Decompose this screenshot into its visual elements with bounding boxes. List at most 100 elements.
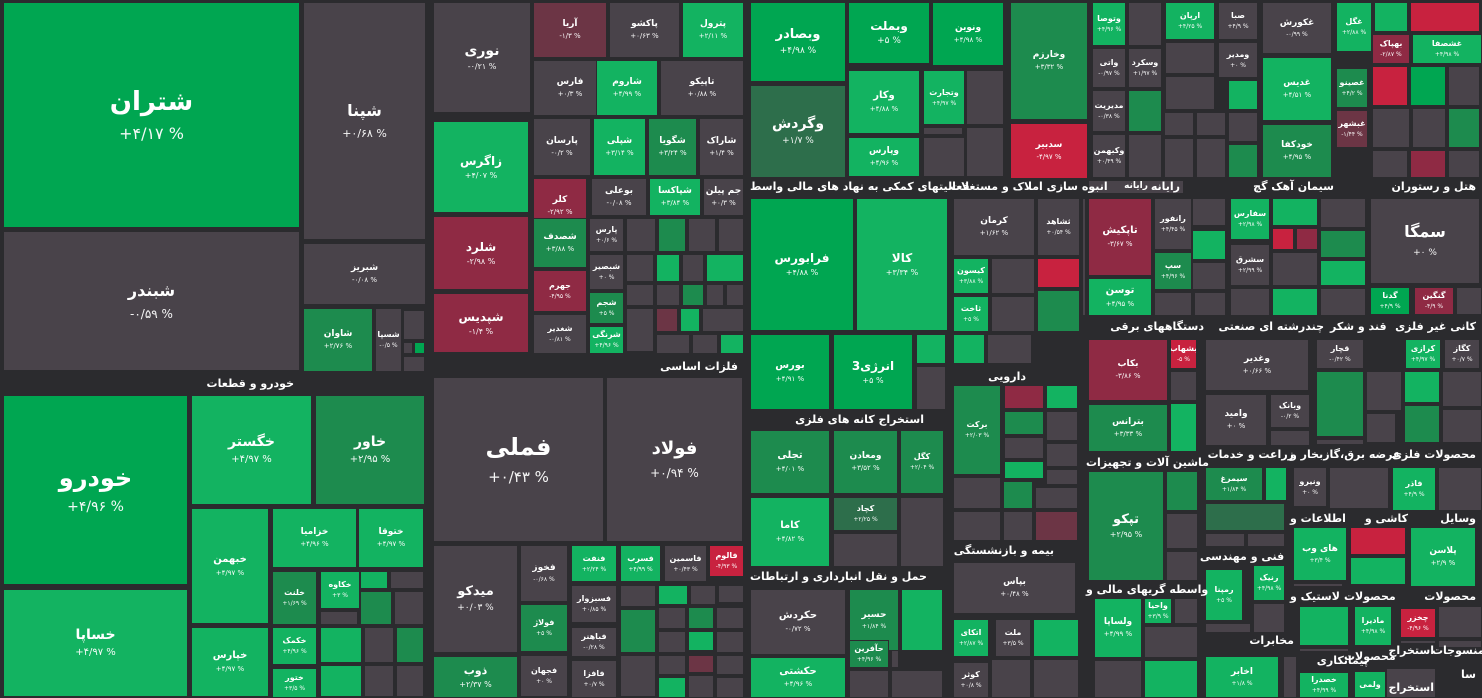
stock-tile-unlabeled[interactable] xyxy=(718,585,744,603)
stock-tile[interactable]: شبندر -۰/۵۹ % xyxy=(3,231,300,371)
stock-tile-unlabeled[interactable] xyxy=(688,675,714,698)
stock-tile-unlabeled[interactable] xyxy=(716,655,744,675)
stock-tile[interactable]: انرژی3 +۵ % xyxy=(833,334,913,410)
stock-tile-unlabeled[interactable] xyxy=(682,254,704,282)
stock-tile-unlabeled[interactable] xyxy=(656,254,680,282)
stock-tile-unlabeled[interactable] xyxy=(403,310,425,340)
stock-tile-unlabeled[interactable] xyxy=(1166,513,1198,549)
stock-tile-unlabeled[interactable] xyxy=(1320,260,1366,286)
stock-tile-unlabeled[interactable] xyxy=(849,670,889,698)
stock-tile-unlabeled[interactable] xyxy=(1442,409,1482,443)
stock-tile[interactable]: شجم +۵ % xyxy=(589,292,624,324)
stock-tile-unlabeled[interactable] xyxy=(716,607,744,629)
stock-tile-unlabeled[interactable] xyxy=(1272,288,1318,316)
stock-tile-unlabeled[interactable] xyxy=(1320,230,1366,258)
stock-tile-unlabeled[interactable] xyxy=(1144,626,1198,658)
stock-tile-unlabeled[interactable] xyxy=(966,70,1004,125)
stock-tile-unlabeled[interactable] xyxy=(1329,467,1389,509)
stock-tile[interactable]: پلاسن +۲/۹ % xyxy=(1410,527,1476,587)
stock-tile[interactable]: وپارس +۴/۹۶ % xyxy=(848,137,920,177)
stock-tile-unlabeled[interactable] xyxy=(900,497,944,567)
stock-tile-unlabeled[interactable] xyxy=(1166,471,1198,511)
stock-tile-unlabeled[interactable] xyxy=(1448,108,1480,148)
stock-tile[interactable]: کاما +۴/۸۲ % xyxy=(750,497,830,567)
stock-tile[interactable]: خساپا +۴/۹۷ % xyxy=(3,589,188,697)
stock-tile-unlabeled[interactable] xyxy=(1004,437,1044,459)
stock-tile-unlabeled[interactable] xyxy=(953,334,985,364)
stock-tile-unlabeled[interactable] xyxy=(658,631,686,653)
stock-tile[interactable]: شپلی +۳/۱۴ % xyxy=(593,118,646,176)
stock-tile[interactable]: خودکفا +۴/۹۵ % xyxy=(1262,124,1332,178)
stock-tile-unlabeled[interactable] xyxy=(1228,80,1258,110)
stock-tile-unlabeled[interactable] xyxy=(1410,66,1446,106)
stock-tile[interactable]: برکت +۲/۰۳ % xyxy=(953,385,1001,475)
stock-tile-unlabeled[interactable] xyxy=(718,218,744,252)
stock-tile[interactable]: جم پیلن +۰/۳ % xyxy=(703,178,744,216)
stock-tile[interactable]: شبصیر +۰ % xyxy=(589,254,624,290)
stock-tile-unlabeled[interactable] xyxy=(1448,66,1480,106)
stock-tile-unlabeled[interactable] xyxy=(1253,603,1285,633)
stock-tile-unlabeled[interactable] xyxy=(833,533,898,567)
stock-tile[interactable]: رمپنا +۵ % xyxy=(1205,569,1243,621)
stock-tile-unlabeled[interactable] xyxy=(1037,290,1080,332)
stock-tile[interactable]: فاسمین +۰/۴۳ % xyxy=(664,545,707,582)
stock-tile[interactable]: بهپاک -۲/۸۷ % xyxy=(1372,34,1410,64)
stock-tile-unlabeled[interactable] xyxy=(1166,551,1198,581)
stock-tile-unlabeled[interactable] xyxy=(658,655,686,675)
stock-tile-unlabeled[interactable] xyxy=(1094,660,1142,698)
stock-tile-unlabeled[interactable] xyxy=(1299,606,1349,646)
stock-tile-unlabeled[interactable] xyxy=(656,308,678,332)
stock-tile-unlabeled[interactable] xyxy=(1272,198,1318,226)
stock-tile[interactable]: فخوز -۰/۶۸ % xyxy=(520,545,568,602)
stock-tile[interactable]: کچاد +۲/۲۵ % xyxy=(833,497,898,531)
stock-tile-unlabeled[interactable] xyxy=(320,627,362,663)
stock-tile-unlabeled[interactable] xyxy=(916,334,946,364)
stock-tile-unlabeled[interactable] xyxy=(396,627,424,663)
stock-tile-unlabeled[interactable] xyxy=(626,308,654,352)
stock-tile-unlabeled[interactable] xyxy=(991,296,1035,332)
stock-tile[interactable]: زاگرس +۴/۰۷ % xyxy=(433,121,529,213)
stock-tile[interactable]: خلنت +۱/۶۹ % xyxy=(272,571,317,625)
stock-tile[interactable]: خاور +۲/۹۵ % xyxy=(315,395,425,505)
stock-tile[interactable]: ومعادن +۳/۵۲ % xyxy=(833,430,898,494)
stock-tile-unlabeled[interactable] xyxy=(1372,66,1408,106)
stock-tile[interactable]: خصدرا +۴/۹۹ % xyxy=(1299,672,1349,698)
stock-tile-unlabeled[interactable] xyxy=(1154,292,1192,316)
stock-tile[interactable]: ثاخت +۵ % xyxy=(953,296,989,332)
stock-tile-unlabeled[interactable] xyxy=(1192,230,1226,260)
stock-tile[interactable]: تاپکیش -۳/۶۷ % xyxy=(1088,198,1152,276)
stock-tile[interactable]: رایانه xyxy=(1088,180,1184,194)
stock-tile[interactable]: بترانس +۳/۳۳ % xyxy=(1088,404,1168,452)
stock-tile-unlabeled[interactable] xyxy=(706,254,744,282)
stock-tile-unlabeled[interactable] xyxy=(991,258,1035,294)
stock-tile-unlabeled[interactable] xyxy=(1128,2,1162,46)
stock-tile-unlabeled[interactable] xyxy=(1410,150,1446,178)
stock-tile[interactable]: شسپا -۰/۵ % xyxy=(375,308,402,372)
stock-tile[interactable]: فرابورس +۴/۸۸ % xyxy=(750,198,854,331)
stock-tile-unlabeled[interactable] xyxy=(364,665,394,697)
stock-tile[interactable]: وتوصا +۴/۹۶ % xyxy=(1092,2,1126,46)
stock-tile[interactable]: تاپیکو +۰/۸۸ % xyxy=(660,60,744,116)
stock-tile[interactable]: ونیرو +۰ % xyxy=(1293,467,1327,507)
stock-tile-unlabeled[interactable] xyxy=(626,284,654,306)
stock-tile[interactable]: کیسون +۳/۸۸ % xyxy=(953,258,989,294)
stock-tile[interactable]: کالا +۳/۳۴ % xyxy=(856,198,948,331)
stock-tile[interactable]: خودرو +۴/۹۶ % xyxy=(3,395,188,585)
stock-tile[interactable]: وغدیر +۰/۶۶ % xyxy=(1205,339,1309,391)
stock-tile[interactable]: شگویا +۳/۲۴ % xyxy=(648,118,697,176)
stock-tile[interactable]: قچار -۰/۴۲ % xyxy=(1316,339,1364,369)
stock-tile-unlabeled[interactable] xyxy=(620,655,656,697)
stock-tile-unlabeled[interactable] xyxy=(658,585,688,605)
stock-tile-unlabeled[interactable] xyxy=(1174,598,1198,624)
stock-tile-unlabeled[interactable] xyxy=(364,627,394,663)
stock-tile[interactable]: بوعلی -۰/۰۸ % xyxy=(591,178,647,216)
stock-tile-unlabeled[interactable] xyxy=(688,218,716,252)
stock-tile-unlabeled[interactable] xyxy=(726,284,744,306)
stock-tile-unlabeled[interactable] xyxy=(1350,527,1406,555)
stock-tile-unlabeled[interactable] xyxy=(1205,503,1285,531)
stock-tile[interactable]: گنگین -۴/۹ % xyxy=(1414,287,1454,315)
stock-tile-unlabeled[interactable] xyxy=(1196,112,1226,136)
stock-tile-unlabeled[interactable] xyxy=(626,254,654,282)
stock-tile[interactable]: پترول +۲/۱۱ % xyxy=(682,2,744,58)
stock-tile[interactable]: فولاژ +۵ % xyxy=(520,604,568,652)
